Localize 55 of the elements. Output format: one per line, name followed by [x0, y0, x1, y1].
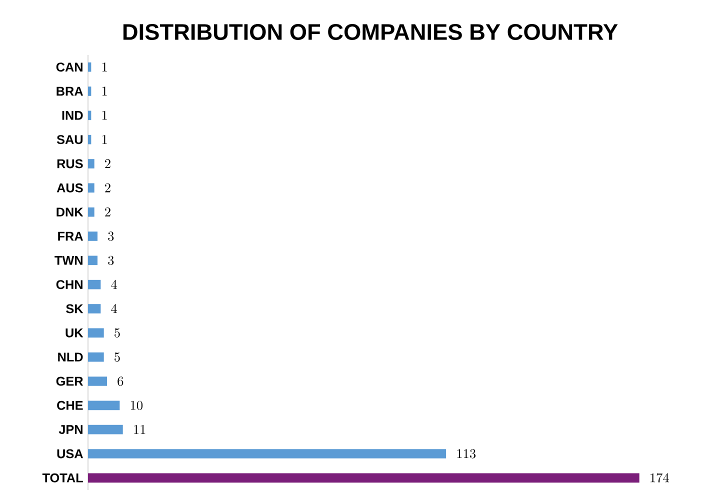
y-tick-label: USA — [57, 449, 83, 458]
y-tick-label: GER — [56, 376, 84, 386]
y-tick-label: FRA — [58, 232, 83, 241]
bar — [88, 424, 123, 434]
data-label: 4 — [111, 280, 117, 289]
y-tick-label: CHE — [57, 400, 83, 410]
y-tick-label: CHN — [56, 280, 82, 290]
data-label: 11 — [134, 424, 146, 434]
data-label: 10 — [130, 400, 143, 410]
data-label: 1 — [102, 110, 107, 120]
data-label: 1 — [102, 134, 107, 144]
y-tick-label: CAN — [56, 62, 82, 72]
y-tick-label: RUS — [57, 159, 83, 168]
bar — [88, 328, 104, 338]
bar — [88, 86, 92, 96]
data-label: 2 — [105, 159, 110, 168]
bar — [88, 449, 446, 458]
y-tick-label: IND — [62, 111, 83, 120]
data-label: 5 — [114, 352, 120, 362]
bar — [88, 473, 640, 483]
y-tick-label: UK — [66, 328, 84, 338]
chart-title: DISTRIBUTION OF COMPANIES BY COUNTRY — [123, 24, 618, 40]
data-label: 4 — [111, 304, 117, 314]
data-label: 174 — [650, 473, 669, 482]
bar — [88, 183, 94, 193]
bar — [88, 232, 98, 241]
bar — [88, 352, 104, 362]
y-tick-label: SAU — [56, 135, 83, 144]
bar — [88, 207, 94, 217]
data-label: 6 — [118, 376, 124, 386]
bar — [88, 376, 108, 386]
bar — [88, 256, 98, 266]
bar — [88, 134, 92, 144]
y-tick-label: JPN — [58, 425, 82, 434]
y-tick-label: SK — [66, 304, 84, 314]
y-tick-label: NLD — [58, 352, 83, 362]
data-label: 2 — [105, 207, 110, 216]
y-tick-label: TWN — [54, 256, 82, 265]
bar — [88, 159, 94, 168]
y-tick-label: BRA — [56, 86, 83, 96]
bar — [88, 304, 101, 314]
data-label: 3 — [108, 256, 114, 265]
data-label: 5 — [114, 328, 120, 338]
bar — [88, 280, 101, 290]
bar — [88, 62, 92, 72]
y-tick-label: DNK — [56, 208, 84, 216]
bar — [88, 110, 92, 120]
data-label: 1 — [102, 62, 107, 72]
y-tick-label: TOTAL — [42, 473, 83, 482]
data-label: 1 — [102, 86, 107, 96]
data-label: 113 — [457, 449, 476, 458]
data-label: 2 — [105, 183, 110, 192]
bar — [88, 400, 120, 410]
y-tick-label: AUS — [56, 183, 83, 192]
data-label: 3 — [108, 232, 114, 241]
